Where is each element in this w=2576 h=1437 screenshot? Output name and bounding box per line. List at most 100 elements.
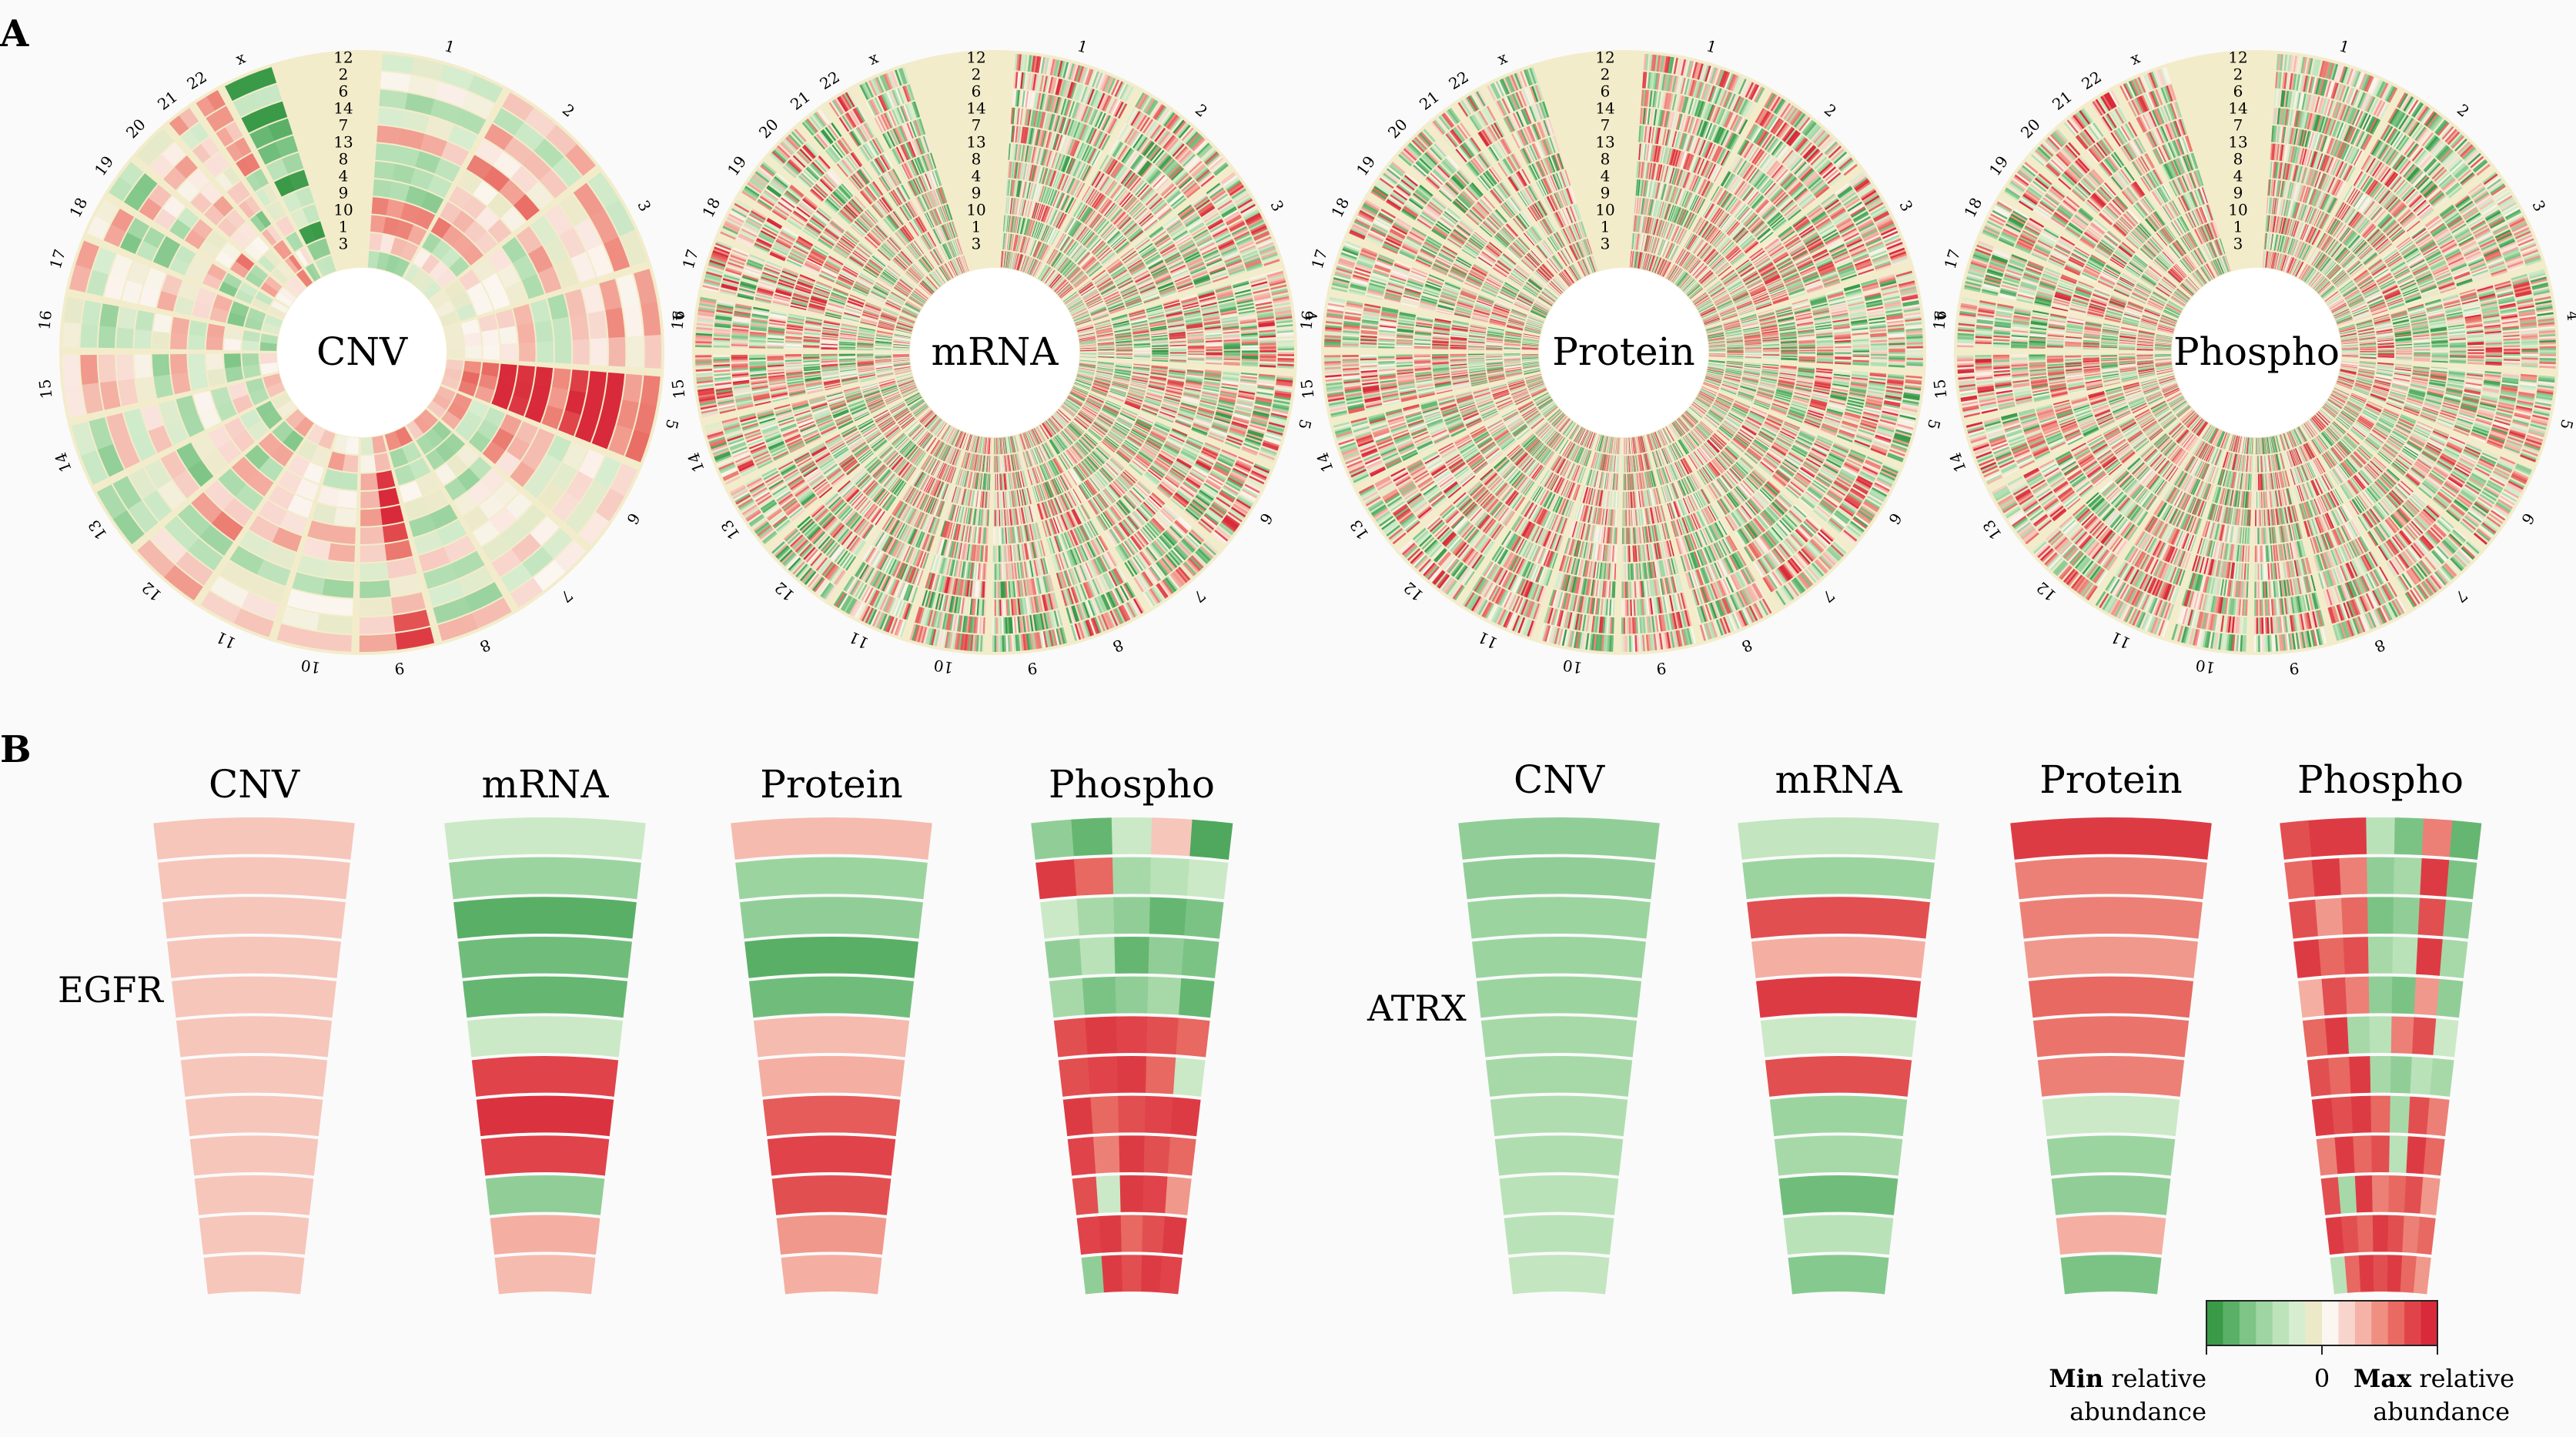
- heat-cell: [171, 317, 189, 335]
- chromosome-label: 5: [662, 417, 682, 431]
- heat-cell: [360, 491, 380, 509]
- heat-cell: [552, 317, 571, 342]
- heat-cell: [1152, 351, 1168, 353]
- chromosome-label: 14: [51, 450, 75, 475]
- heat-cell: [152, 331, 170, 349]
- heat-cell: [644, 335, 661, 369]
- heat-cell: [328, 543, 355, 562]
- chromosome-label: 18: [65, 195, 91, 221]
- heat-cell: [376, 125, 402, 145]
- figure-canvas: A B 12345678910111213141516171819202122x…: [0, 0, 2576, 1437]
- heat-cell: [82, 300, 101, 326]
- heat-cell: [360, 598, 393, 617]
- heat-cell: [552, 368, 570, 389]
- chromosome-label: 16: [35, 309, 55, 331]
- heat-cell: [319, 597, 353, 616]
- heat-cell: [1278, 353, 1294, 355]
- heat-cell: [573, 339, 590, 364]
- chromosome-label: 21: [154, 87, 181, 114]
- chromosome-label: 5: [1295, 417, 1315, 431]
- chromosome-label: 17: [46, 247, 69, 271]
- sample-order-label: 10: [333, 201, 353, 219]
- chromosome-label: 2: [1192, 100, 1211, 121]
- heat-cell: [172, 373, 191, 394]
- heat-cell: [118, 307, 137, 329]
- heat-cell: [372, 197, 390, 216]
- heat-cell: [62, 355, 81, 386]
- heat-cell: [379, 90, 407, 109]
- chromosome-label: 10: [299, 656, 322, 677]
- heat-cell: [224, 339, 241, 351]
- heat-cell: [189, 370, 209, 390]
- heat-cell: [206, 354, 224, 371]
- heat-cell: [1134, 351, 1150, 353]
- chromosome-label: 7: [557, 586, 577, 607]
- heat-cell: [336, 490, 356, 509]
- heat-cell: [447, 346, 464, 358]
- heat-cell: [517, 365, 535, 383]
- heat-cell: [99, 303, 119, 327]
- sample-order-label: 4: [339, 167, 349, 185]
- heat-cell: [501, 343, 518, 361]
- heat-cell: [242, 353, 259, 366]
- heat-cell: [242, 340, 259, 351]
- heat-cell: [360, 580, 390, 598]
- heat-cell: [153, 313, 172, 333]
- heat-cell: [170, 354, 188, 374]
- heat-cell: [331, 526, 356, 544]
- panel-b-letter: B: [0, 728, 32, 771]
- heat-cell: [1242, 350, 1258, 353]
- sample-order-label: 8: [339, 150, 349, 169]
- heat-cell: [152, 354, 170, 376]
- heat-cell: [62, 322, 80, 347]
- heat-cell: [134, 354, 152, 378]
- heat-cell: [206, 336, 223, 350]
- heat-cell: [360, 509, 383, 526]
- chromosome-label: 1: [1076, 36, 1090, 57]
- chromosome-label: 8: [477, 636, 493, 657]
- chromosome-label: 9: [393, 659, 405, 678]
- heat-cell: [1224, 351, 1240, 353]
- heat-cell: [1170, 351, 1186, 353]
- heat-cell: [343, 455, 358, 473]
- heat-cell: [587, 371, 607, 396]
- chromosome-label: 3: [1266, 197, 1287, 214]
- heat-cell: [373, 179, 392, 198]
- heat-cell: [519, 343, 536, 362]
- chromosome-label: 7: [1190, 586, 1209, 607]
- chromosome-label: 15: [35, 378, 56, 399]
- heat-cell: [517, 323, 535, 344]
- heat-cell: [534, 320, 553, 343]
- sample-order-label: 13: [333, 133, 353, 152]
- chromosome-label: 19: [91, 152, 117, 179]
- heat-cell: [361, 455, 376, 472]
- heat-cell: [1098, 352, 1114, 353]
- heat-cell: [99, 355, 116, 383]
- heat-cell: [260, 353, 277, 364]
- sample-order-label: 7: [339, 116, 349, 135]
- chromosome-label: 20: [122, 115, 149, 142]
- heat-cell: [80, 355, 99, 385]
- heat-cell: [360, 562, 389, 580]
- heat-cell: [537, 341, 554, 363]
- chromosome-label: 6: [1256, 510, 1276, 527]
- sample-order-label: 3: [339, 235, 349, 253]
- heat-cell: [570, 314, 589, 340]
- wheel-title: CNV: [316, 329, 408, 374]
- heat-cell: [188, 335, 205, 350]
- heat-cell: [1260, 350, 1276, 353]
- heat-cell: [334, 508, 356, 526]
- sample-order-label: 14: [333, 99, 353, 118]
- heat-cell: [587, 311, 607, 339]
- heat-cell: [1206, 351, 1222, 353]
- heat-cell: [483, 344, 500, 359]
- heat-cell: [325, 561, 354, 580]
- heat-cell: [605, 373, 624, 399]
- panel-a-letter: A: [0, 12, 29, 55]
- heat-cell: [376, 143, 399, 162]
- heat-cell: [1278, 350, 1294, 353]
- heat-cell: [80, 323, 98, 347]
- heat-cell: [360, 616, 395, 634]
- sample-order-label: 1: [339, 218, 349, 236]
- heat-cell: [322, 579, 353, 598]
